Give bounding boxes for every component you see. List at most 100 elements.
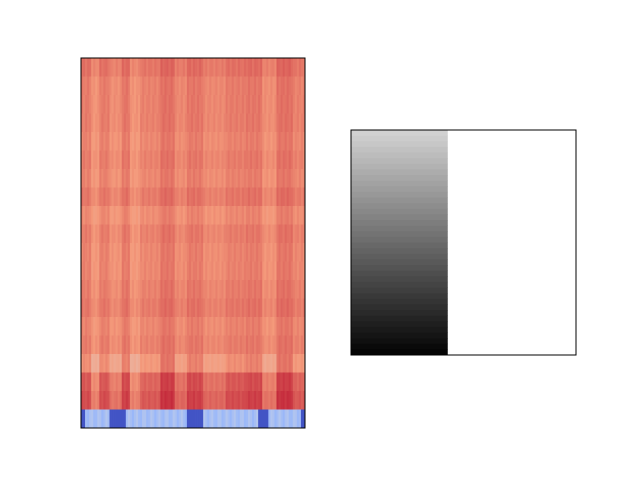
heatmap-cell	[197, 113, 200, 133]
heatmap-cell	[229, 317, 233, 336]
heatmap-cell	[235, 335, 239, 355]
heatmap-cell	[188, 354, 192, 373]
heatmap-cell	[252, 298, 255, 318]
heatmap-cell	[83, 224, 86, 244]
heatmap-cell	[254, 298, 257, 318]
heatmap-cell	[199, 391, 202, 410]
heatmap-cell	[135, 317, 139, 336]
heatmap-cell	[174, 58, 178, 77]
heatmap-cell	[203, 187, 206, 207]
heatmap-cell	[252, 409, 255, 429]
heatmap-cell	[87, 76, 90, 96]
heatmap-cell	[290, 113, 294, 133]
heatmap-cell	[148, 354, 151, 373]
heatmap-cell	[148, 261, 151, 281]
heatmap-cell	[278, 243, 281, 262]
heatmap-cell	[270, 95, 273, 114]
heatmap-cell	[123, 206, 127, 225]
heatmap-cell	[182, 391, 186, 410]
heatmap-cell	[205, 113, 208, 133]
heatmap-cell	[125, 354, 129, 373]
heatmap-cell	[150, 261, 153, 281]
heatmap-cell	[164, 261, 167, 281]
heatmap-cell	[213, 206, 216, 225]
heatmap-cell	[142, 76, 145, 96]
heatmap-cell	[290, 243, 294, 262]
heatmap-cell	[162, 354, 165, 373]
heatmap-cell	[284, 113, 288, 133]
heatmap-cell	[229, 335, 233, 355]
heatmap-cell	[160, 169, 163, 188]
heatmap-cell	[203, 354, 206, 373]
heatmap-cell	[91, 335, 94, 355]
heatmap-cell	[182, 354, 186, 373]
heatmap-cell	[117, 224, 121, 244]
heatmap-cell	[221, 409, 224, 429]
heatmap-cell	[211, 354, 214, 373]
heatmap-cell	[245, 58, 249, 77]
heatmap-cell	[241, 113, 245, 133]
heatmap-cell	[144, 391, 147, 410]
heatmap-cell	[207, 76, 210, 96]
heatmap-cell	[233, 335, 237, 355]
heatmap-cell	[213, 354, 216, 373]
heatmap-cell	[211, 298, 214, 318]
heatmap-cell	[113, 354, 116, 373]
heatmap-cell	[166, 317, 169, 336]
heatmap-cell	[195, 280, 198, 299]
heatmap-cell	[219, 280, 222, 299]
heatmap-cell	[274, 113, 277, 133]
heatmap-cell	[268, 354, 271, 373]
heatmap-cell	[258, 113, 261, 133]
heatmap-cell	[127, 169, 131, 188]
heatmap-cell	[135, 224, 139, 244]
heatmap-cell	[258, 261, 261, 281]
heatmap-cell	[252, 372, 255, 392]
heatmap-cell	[97, 261, 100, 281]
heatmap-cell	[150, 95, 153, 114]
heatmap-cell	[140, 391, 143, 410]
heatmap-cell	[288, 354, 292, 373]
heatmap-cell	[197, 206, 200, 225]
heatmap-cell	[188, 298, 192, 318]
heatmap-cell	[266, 243, 269, 262]
heatmap-cell	[109, 224, 112, 244]
heatmap-cell	[127, 298, 131, 318]
heatmap-cell	[225, 243, 228, 262]
heatmap-cell	[278, 95, 281, 114]
heatmap-cell	[103, 372, 106, 392]
heatmap-cell	[229, 298, 233, 318]
heatmap-cell	[117, 391, 121, 410]
heatmap-cell	[190, 206, 194, 225]
heatmap-cell	[300, 391, 304, 410]
heatmap-cell	[119, 187, 123, 207]
heatmap-cell	[103, 354, 106, 373]
heatmap-cell	[252, 354, 255, 373]
heatmap-cell	[119, 113, 123, 133]
heatmap-cell	[160, 391, 163, 410]
heatmap-cell	[156, 58, 159, 77]
heatmap-cell	[176, 335, 180, 355]
heatmap-cell	[117, 76, 121, 96]
heatmap-cell	[272, 187, 275, 207]
heatmap-cell	[95, 150, 98, 170]
heatmap-cell	[201, 113, 204, 133]
heatmap-cell	[182, 317, 186, 336]
heatmap-cell	[300, 150, 304, 170]
heatmap-cell	[241, 354, 245, 373]
heatmap-cell	[235, 261, 239, 281]
heatmap-cell	[282, 206, 285, 225]
heatmap-cell	[280, 243, 283, 262]
heatmap-cell	[239, 150, 243, 170]
heatmap-cell	[213, 224, 216, 244]
heatmap-cell	[260, 76, 263, 96]
heatmap-cell	[146, 261, 149, 281]
heatmap-cell	[146, 76, 149, 96]
heatmap-cell	[282, 391, 285, 410]
heatmap-cell	[247, 132, 251, 151]
heatmap-cell	[262, 206, 265, 225]
heatmap-cell	[131, 224, 135, 244]
heatmap-cell	[294, 95, 298, 114]
heatmap-cell	[176, 391, 180, 410]
heatmap-cell	[146, 372, 149, 392]
